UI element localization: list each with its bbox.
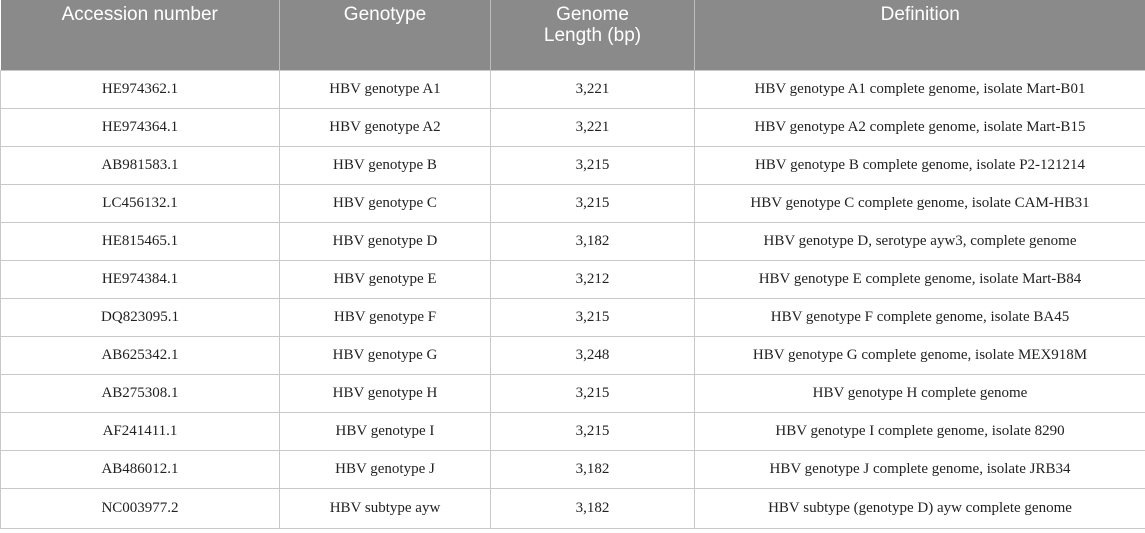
cell-definition: HBV genotype J complete genome, isolate … (694, 449, 1145, 489)
cell-genotype: HBV genotype B (279, 145, 491, 185)
header-accession-number: Accession number (0, 0, 280, 70)
cell-accession: HE815465.1 (0, 221, 280, 261)
table-row: HE974362.1 HBV genotype A1 3,221 HBV gen… (0, 69, 1145, 109)
cell-genome-length: 3,182 (490, 487, 695, 529)
cell-genome-length: 3,215 (490, 411, 695, 451)
cell-genome-length: 3,215 (490, 145, 695, 185)
cell-definition: HBV genotype C complete genome, isolate … (694, 183, 1145, 223)
table-row: AB275308.1 HBV genotype H 3,215 HBV geno… (0, 373, 1145, 413)
cell-genome-length: 3,182 (490, 221, 695, 261)
cell-definition: HBV genotype B complete genome, isolate … (694, 145, 1145, 185)
header-genotype: Genotype (279, 0, 491, 70)
table-body: HE974362.1 HBV genotype A1 3,221 HBV gen… (0, 69, 1145, 529)
header-row: Accession number Genotype Genome Length … (0, 0, 1145, 70)
cell-definition: HBV genotype F complete genome, isolate … (694, 297, 1145, 337)
cell-definition: HBV genotype D, serotype ayw3, complete … (694, 221, 1145, 261)
cell-genotype: HBV subtype ayw (279, 487, 491, 529)
cell-genotype: HBV genotype J (279, 449, 491, 489)
table-row: NC003977.2 HBV subtype ayw 3,182 HBV sub… (0, 487, 1145, 529)
cell-genome-length: 3,215 (490, 373, 695, 413)
table-row: LC456132.1 HBV genotype C 3,215 HBV geno… (0, 183, 1145, 223)
cell-definition: HBV genotype I complete genome, isolate … (694, 411, 1145, 451)
cell-genome-length: 3,221 (490, 107, 695, 147)
table-row: HE974364.1 HBV genotype A2 3,221 HBV gen… (0, 107, 1145, 147)
cell-accession: HE974362.1 (0, 69, 280, 109)
cell-genotype: HBV genotype C (279, 183, 491, 223)
header-genome-length-line-2: Length (bp) (543, 25, 642, 46)
table-row: HE815465.1 HBV genotype D 3,182 HBV geno… (0, 221, 1145, 261)
cell-accession: HE974364.1 (0, 107, 280, 147)
cell-genome-length: 3,215 (490, 297, 695, 337)
header-genome-length-line-1: Genome (556, 4, 629, 25)
header-genome-length: Genome Length (bp) (490, 0, 695, 70)
cell-definition: HBV genotype G complete genome, isolate … (694, 335, 1145, 375)
cell-definition: HBV genotype E complete genome, isolate … (694, 259, 1145, 299)
table-row: DQ823095.1 HBV genotype F 3,215 HBV geno… (0, 297, 1145, 337)
cell-genome-length: 3,212 (490, 259, 695, 299)
cell-accession: NC003977.2 (0, 487, 280, 529)
cell-definition: HBV genotype H complete genome (694, 373, 1145, 413)
cell-accession: AB486012.1 (0, 449, 280, 489)
cell-genome-length: 3,215 (490, 183, 695, 223)
cell-genotype: HBV genotype E (279, 259, 491, 299)
table-row: AB625342.1 HBV genotype G 3,248 HBV geno… (0, 335, 1145, 375)
cell-definition: HBV subtype (genotype D) ayw complete ge… (694, 487, 1145, 529)
table-row: HE974384.1 HBV genotype E 3,212 HBV geno… (0, 259, 1145, 299)
table-row: AB981583.1 HBV genotype B 3,215 HBV geno… (0, 145, 1145, 185)
cell-genotype: HBV genotype G (279, 335, 491, 375)
cell-genotype: HBV genotype H (279, 373, 491, 413)
cell-accession: LC456132.1 (0, 183, 280, 223)
cell-accession: AF241411.1 (0, 411, 280, 451)
cell-accession: HE974384.1 (0, 259, 280, 299)
cell-genome-length: 3,221 (490, 69, 695, 109)
cell-genotype: HBV genotype I (279, 411, 491, 451)
cell-genotype: HBV genotype A1 (279, 69, 491, 109)
cell-accession: AB625342.1 (0, 335, 280, 375)
cell-genotype: HBV genotype A2 (279, 107, 491, 147)
cell-genome-length: 3,248 (490, 335, 695, 375)
cell-definition: HBV genotype A2 complete genome, isolate… (694, 107, 1145, 147)
cell-genome-length: 3,182 (490, 449, 695, 489)
cell-genotype: HBV genotype D (279, 221, 491, 261)
cell-genotype: HBV genotype F (279, 297, 491, 337)
cell-accession: AB275308.1 (0, 373, 280, 413)
header-definition: Definition (694, 0, 1145, 70)
table-header: Accession number Genotype Genome Length … (0, 0, 1145, 70)
table-row: AB486012.1 HBV genotype J 3,182 HBV geno… (0, 449, 1145, 489)
cell-accession: DQ823095.1 (0, 297, 280, 337)
cell-definition: HBV genotype A1 complete genome, isolate… (694, 69, 1145, 109)
cell-accession: AB981583.1 (0, 145, 280, 185)
table-row: AF241411.1 HBV genotype I 3,215 HBV geno… (0, 411, 1145, 451)
